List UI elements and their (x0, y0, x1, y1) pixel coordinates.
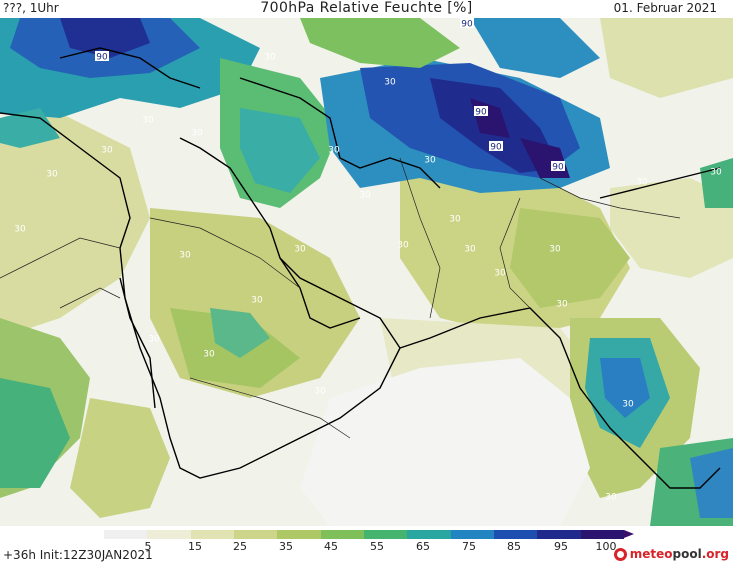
contour-label: 30 (464, 245, 476, 255)
logo-part-3: .org (701, 547, 729, 561)
contour-label: 90 (96, 53, 108, 63)
init-time-label: +36h Init:12Z30JAN2021 (3, 548, 153, 562)
contour-label: 30 (384, 78, 396, 88)
contour-label: 30 (203, 350, 215, 360)
colorbar-segment (537, 530, 581, 539)
chart-title: 700hPa Relative Feuchte [%] (260, 0, 473, 16)
contour-label: 30 (101, 146, 113, 156)
contour-label: 90 (475, 108, 487, 118)
colorbar-segment (493, 530, 538, 539)
contour-label: 90 (461, 20, 473, 30)
colorbar-tick-label: 45 (324, 540, 338, 553)
contour-label: 30 (191, 129, 203, 139)
colorbar-arrow (624, 530, 634, 538)
meteopool-logo[interactable]: meteopool.org (613, 547, 729, 561)
contour-label: 90 (490, 143, 502, 153)
colorbar-segment (320, 530, 364, 539)
sea-area (300, 358, 590, 526)
date-label: 01. Februar 2021 (613, 1, 717, 15)
colorbar: 5 15 25 35 45 55 65 75 85 95 100 (0, 528, 733, 566)
contour-label-bg (489, 141, 503, 151)
contour-label: 30 (294, 245, 306, 255)
valid-time-label: ???, 1Uhr (3, 1, 59, 15)
colorbar-segment (147, 530, 191, 539)
contour-label: 30 (424, 156, 436, 166)
logo-icon (613, 547, 627, 561)
contour-label: 30 (549, 245, 561, 255)
logo-part-2: pool (672, 547, 702, 561)
colorbar-tick-label: 35 (279, 540, 293, 553)
contour-labels: 30 30 30 30 30 30 30 30 30 30 30 30 30 30 30 30 30 30 30 30… (14, 18, 722, 503)
contour-label: 30 (314, 387, 326, 397)
colorbar-segment (277, 530, 321, 539)
contour-label: 30 (636, 178, 648, 188)
contour-label: 30 (264, 53, 276, 63)
contour-label: 30 (359, 191, 371, 201)
colorbar-segment (190, 530, 234, 539)
logo-text: meteopool.org (630, 547, 729, 561)
map-canvas: 30 30 30 30 30 30 30 30 30 30 30 30 30 30 30 30 30 30 30 30… (0, 18, 733, 526)
high-humidity-band (0, 18, 733, 208)
contour-label: 30 (46, 170, 58, 180)
colorbar-tick-label: 55 (370, 540, 384, 553)
colorbar-segment (580, 530, 624, 539)
contour-label-bg (95, 51, 109, 61)
contour-label: 30 (494, 269, 506, 279)
contour-label-bg (460, 18, 474, 28)
contour-label: 30 (397, 241, 409, 251)
colorbar-tick-label: 75 (462, 540, 476, 553)
contour-label: 30 (179, 251, 191, 261)
borders (0, 157, 681, 439)
colorbar-tick-label: 65 (416, 540, 430, 553)
colorbar-segment (104, 530, 148, 539)
logo-part-1: meteo (629, 547, 673, 561)
colorbar-strip (104, 530, 634, 539)
colorbar-segment (407, 530, 451, 539)
coastlines (0, 47, 721, 489)
contour-label: 30 (605, 493, 617, 503)
colorbar-tick-label: 100 (595, 540, 617, 553)
colorbar-tick-label: 15 (188, 540, 202, 553)
colorbar-tick-label: 85 (507, 540, 521, 553)
contour-label: 30 (148, 335, 160, 345)
contour-label: 30 (328, 146, 340, 156)
contour-label: 30 (556, 300, 568, 310)
contour-label: 30 (622, 400, 634, 410)
colorbar-segment (363, 530, 408, 539)
contour-label: 30 (14, 225, 26, 235)
humidity-map[interactable]: 30 30 30 30 30 30 30 30 30 30 30 30 30 30 30 30 30 30 30 30… (0, 18, 733, 526)
contour-label-bg (474, 106, 488, 116)
contour-label: 30 (251, 296, 263, 306)
colorbar-segment (233, 530, 278, 539)
colorbar-tick-label: 25 (233, 540, 247, 553)
header: ???, 1Uhr 700hPa Relative Feuchte [%] 01… (0, 0, 733, 18)
contour-label: 30 (449, 215, 461, 225)
colorbar-tick-label: 95 (554, 540, 568, 553)
contour-label: 30 (710, 168, 722, 178)
colorbar-tick-label: 5 (144, 540, 152, 553)
contour-label: 90 (552, 163, 564, 173)
contour-label-bg (551, 161, 565, 171)
contour-label: 30 (142, 116, 154, 126)
colorbar-segment (450, 530, 494, 539)
